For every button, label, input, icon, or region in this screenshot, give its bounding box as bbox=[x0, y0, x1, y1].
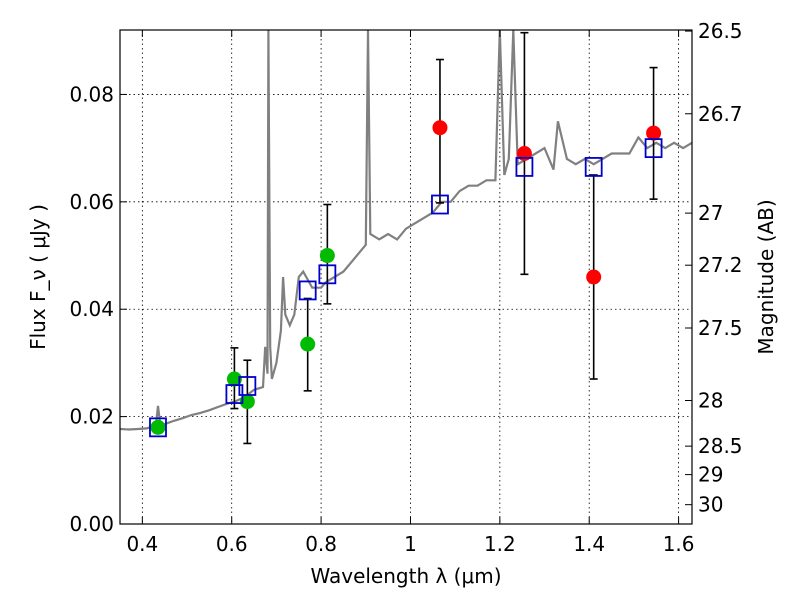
model-spectrum bbox=[119, 29, 693, 431]
y-tick-label: 0.08 bbox=[69, 82, 114, 106]
data-point-circle bbox=[586, 269, 602, 285]
y2-tick-label: 28 bbox=[698, 389, 723, 413]
y2-tick-label: 29 bbox=[698, 463, 723, 487]
model-point-square bbox=[298, 280, 317, 301]
y2-tick-labels: 26.5 26.7 27 27.2 27.5 28 28.5 29 30 bbox=[698, 19, 743, 517]
x-tick-label: 1 bbox=[404, 532, 417, 556]
model-point-square bbox=[238, 376, 257, 396]
data-point-circle bbox=[432, 120, 448, 136]
y2-tick-label: 30 bbox=[698, 493, 723, 517]
plot-frame bbox=[119, 29, 693, 525]
y2-tick-label: 27.2 bbox=[698, 253, 743, 277]
y2-tick-label: 26.7 bbox=[698, 102, 743, 126]
data-point-circle bbox=[226, 371, 242, 387]
y-tick-label: 0.06 bbox=[69, 190, 114, 214]
model-point-square bbox=[318, 264, 337, 285]
x-tick-label: 1.6 bbox=[663, 532, 695, 556]
data-point-circle bbox=[150, 419, 166, 435]
y2-tick-label: 27 bbox=[698, 201, 723, 225]
y-tick-labels: 0.00 0.02 0.04 0.06 0.08 bbox=[69, 82, 114, 536]
y-tick-label: 0.04 bbox=[69, 297, 114, 321]
data-markers bbox=[149, 120, 663, 438]
y2-tick-label: 27.5 bbox=[698, 316, 743, 340]
y2-tick-label: 28.5 bbox=[698, 434, 743, 458]
model-point-square bbox=[225, 384, 244, 404]
x-tick-label: 1.2 bbox=[484, 532, 516, 556]
x-tick-label: 0.6 bbox=[216, 532, 248, 556]
x-tick-labels: 0.4 0.6 0.8 1 1.2 1.4 1.6 bbox=[126, 532, 694, 556]
data-point-circle bbox=[300, 336, 316, 352]
y-tick-label: 0.00 bbox=[69, 512, 114, 536]
data-point-circle bbox=[646, 125, 662, 141]
x-axis-label: Wavelength λ (μm) bbox=[310, 564, 501, 588]
grid-lines bbox=[120, 30, 692, 525]
x-tick-label: 0.8 bbox=[305, 532, 337, 556]
y-axis-label: Flux F_ν ( μJy ) bbox=[26, 204, 50, 350]
y-tick-label: 0.02 bbox=[69, 405, 114, 429]
model-spectrum-line bbox=[119, 29, 693, 431]
data-point-circle bbox=[239, 394, 255, 410]
model-point-square bbox=[644, 138, 663, 159]
data-point-circle bbox=[319, 248, 335, 264]
model-point-square bbox=[149, 417, 167, 438]
y2-tick-label: 26.5 bbox=[698, 19, 743, 43]
x-tick-label: 1.4 bbox=[573, 532, 605, 556]
axis-ticks bbox=[120, 30, 692, 525]
model-point-square bbox=[584, 157, 603, 177]
model-point-square bbox=[431, 194, 449, 215]
x-tick-label: 0.4 bbox=[126, 532, 158, 556]
y2-axis-label: Magnitude (AB) bbox=[754, 199, 778, 354]
model-point-square bbox=[515, 157, 534, 177]
